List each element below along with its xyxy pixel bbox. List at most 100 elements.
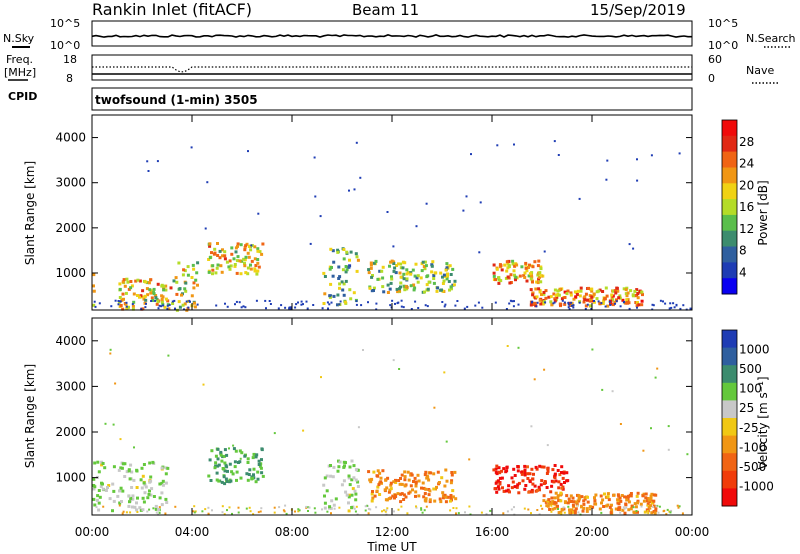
echo-cell: [650, 492, 654, 496]
echo-cell: [618, 506, 622, 510]
echo-cell: [394, 271, 398, 275]
echo-cell: [581, 509, 585, 513]
echo-cell: [150, 300, 153, 302]
echo-cell: [572, 500, 576, 504]
echo-cell: [129, 286, 133, 290]
echo-cell: [668, 307, 671, 310]
echo-cell: [349, 250, 353, 254]
echo-cell: [563, 290, 567, 294]
echo-cell: [417, 307, 420, 309]
echo-cell: [166, 466, 170, 470]
echo-cell: [450, 473, 454, 477]
echo-cell: [259, 466, 263, 470]
echo-cell: [466, 305, 469, 308]
echo-cell: [319, 215, 322, 218]
echo-cell: [123, 475, 127, 478]
echo-cell: [140, 466, 144, 470]
echo-cell: [636, 158, 638, 161]
echo-cell: [390, 259, 394, 263]
echo-cell: [338, 303, 341, 306]
echo-cell: [246, 461, 250, 464]
echo-cell: [550, 504, 553, 507]
echo-cell: [393, 510, 395, 513]
echo-cell: [173, 299, 176, 302]
echo-cell: [615, 300, 618, 303]
echo-cell: [416, 280, 420, 284]
echo-cell: [369, 480, 373, 484]
echo-cell: [232, 444, 235, 447]
echo-cell: [238, 460, 242, 464]
echo-cell: [312, 304, 315, 306]
echo-cell: [96, 494, 100, 498]
echo-cell: [223, 250, 227, 254]
echo-cell: [554, 479, 558, 483]
echo-cell: [343, 300, 347, 304]
echo-cell: [143, 491, 147, 495]
echo-cell: [652, 504, 656, 508]
echo-cell: [255, 299, 258, 302]
echo-cell: [494, 278, 497, 282]
echo-cell: [636, 491, 640, 495]
echo-cell: [613, 289, 617, 293]
echo-cell: [557, 293, 561, 297]
echo-cell: [216, 447, 220, 451]
echo-cell: [146, 510, 149, 513]
echo-cell: [530, 275, 534, 279]
echo-cell: [447, 280, 451, 283]
echo-cell: [553, 299, 557, 303]
echo-cell: [649, 494, 653, 498]
echo-cell: [508, 490, 511, 494]
echo-cell: [216, 263, 220, 267]
echo-cell: [160, 300, 164, 304]
echo-cell: [568, 308, 571, 311]
echo-cell: [260, 458, 263, 462]
echo-cell: [257, 212, 260, 215]
echo-cell: [387, 497, 391, 501]
echo-cell: [152, 507, 155, 510]
echo-cell: [164, 472, 168, 476]
echo-cell: [626, 291, 630, 295]
echo-cell: [183, 302, 187, 306]
echo-cell: [92, 497, 96, 501]
echo-cell: [268, 300, 271, 302]
echo-cell: [468, 458, 471, 461]
echo-cell: [376, 485, 380, 489]
echo-cell: [556, 289, 560, 293]
echo-cell: [480, 511, 483, 514]
echo-cell: [505, 466, 509, 470]
echo-cell: [403, 478, 407, 482]
echo-cell: [604, 495, 608, 499]
echo-cell: [196, 303, 199, 306]
echo-cell: [633, 502, 637, 506]
echo-cell: [379, 480, 383, 484]
y-tick-label: 3000: [55, 379, 86, 393]
echo-cell: [647, 498, 651, 502]
echo-cell: [420, 508, 423, 511]
echo-cell: [432, 281, 436, 285]
echo-cell: [644, 496, 648, 500]
echo-cell: [119, 438, 122, 441]
echo-cell: [158, 506, 161, 509]
echo-cell: [441, 494, 445, 498]
echo-cell: [546, 467, 550, 471]
echo-cell: [621, 508, 625, 512]
echo-cell: [404, 284, 408, 288]
echo-cell: [449, 496, 453, 500]
echo-cell: [386, 211, 389, 213]
echo-cell: [543, 480, 547, 483]
echo-cell: [119, 466, 123, 470]
echo-cell: [541, 507, 544, 510]
echo-cell: [323, 476, 327, 480]
echo-cell: [560, 297, 564, 301]
echo-cell: [510, 476, 514, 480]
echo-cell: [389, 281, 393, 285]
echo-cell: [135, 486, 139, 489]
echo-cell: [657, 511, 660, 514]
echo-cell: [370, 289, 374, 293]
echo-cell: [321, 508, 323, 511]
echo-cell: [436, 470, 440, 474]
echo-cell: [372, 470, 376, 474]
echo-cell: [97, 501, 101, 505]
echo-cell: [163, 305, 167, 309]
echo-cell: [508, 281, 512, 285]
